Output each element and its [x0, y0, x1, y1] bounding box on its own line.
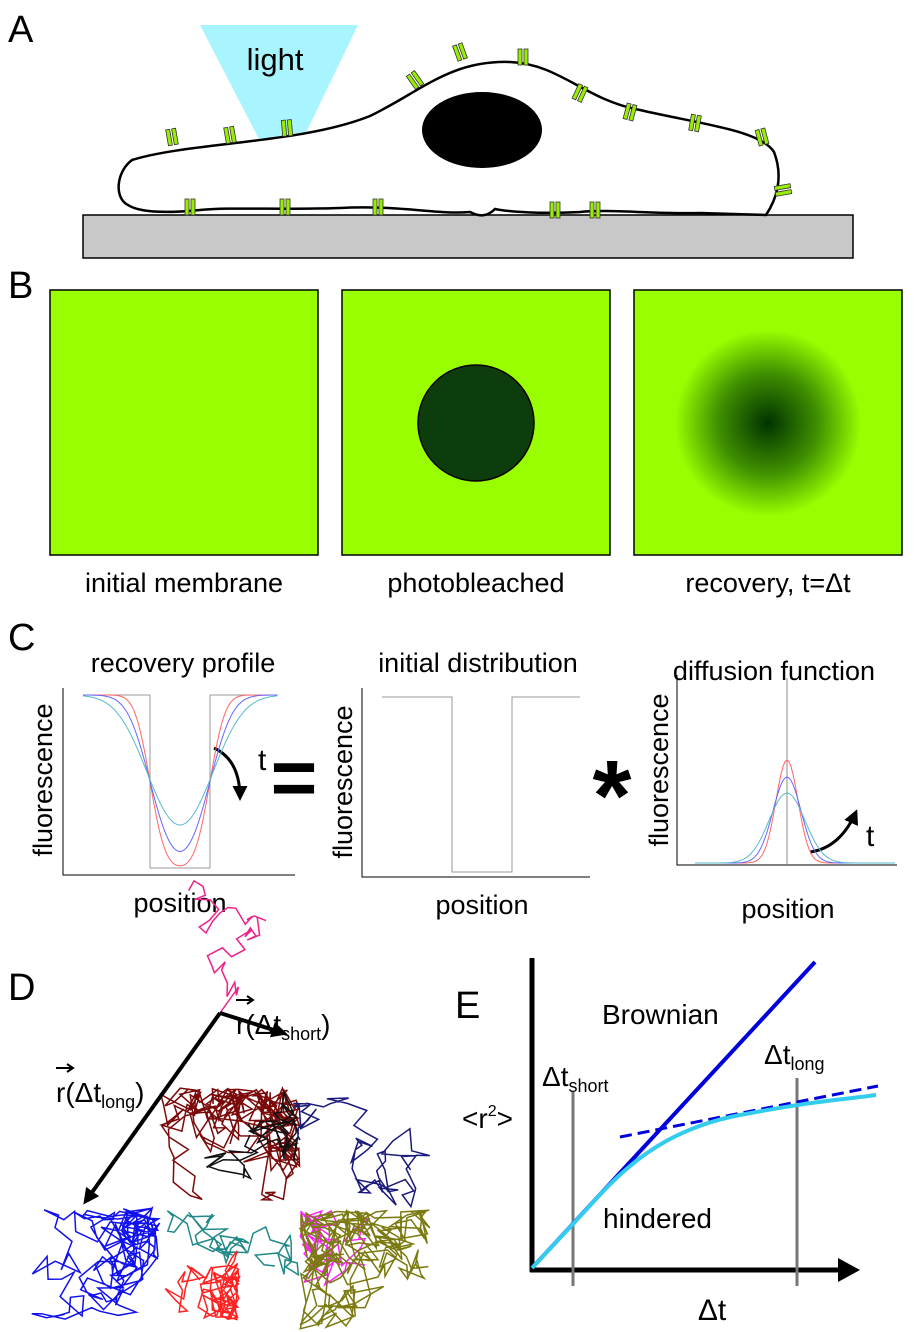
receptor-part	[379, 199, 383, 215]
panel-label: A	[8, 9, 34, 51]
initial-profile	[382, 697, 580, 872]
label-sup: 2	[488, 1103, 497, 1120]
short-time-label: Δtshort	[542, 1061, 609, 1096]
receptor	[453, 43, 468, 61]
trajectory	[293, 1098, 430, 1207]
x-axis-label: position	[435, 890, 528, 920]
y-axis-label: fluorescence	[28, 703, 58, 856]
receptor-part	[224, 127, 231, 143]
nucleus	[422, 92, 542, 168]
receptor-part	[518, 49, 522, 65]
profile-curves	[83, 695, 895, 872]
plot-title: recovery profile	[91, 648, 276, 678]
x-axis-label: Δt	[698, 1294, 727, 1327]
receptor-part	[172, 128, 179, 144]
receptor	[166, 128, 179, 145]
trajectory	[167, 1211, 298, 1275]
receptor-part	[280, 199, 284, 215]
equals-sign: =	[271, 733, 318, 822]
vector-label: r(Δtshort)	[236, 1009, 331, 1044]
recovery-curve	[83, 695, 277, 866]
receptor-part	[596, 202, 600, 218]
receptor-part	[281, 120, 286, 136]
page: body { margin: 0; background: #fff; font…	[0, 0, 916, 1332]
vector-base: r(Δt	[56, 1077, 101, 1108]
caption: recovery, t=Δt	[685, 568, 851, 598]
long-time-label: Δtlong	[764, 1039, 825, 1074]
vector-sub: long	[101, 1092, 135, 1112]
vector-label: r(Δtlong)	[56, 1077, 145, 1112]
receptor-part	[286, 199, 290, 215]
panel-label: E	[455, 985, 480, 1027]
recovery-curve	[83, 695, 277, 851]
trajectory	[161, 1088, 300, 1200]
receptor-part	[550, 202, 554, 218]
label-sub: long	[790, 1054, 824, 1074]
panel-label: D	[8, 967, 35, 1009]
recovery-curve	[83, 696, 277, 825]
diffusion-kernel	[695, 777, 895, 863]
trajectory	[165, 1251, 240, 1320]
label-base: Δt	[542, 1061, 569, 1092]
label-base: Δt	[764, 1039, 791, 1070]
axes	[362, 688, 590, 877]
convolution-sign: *	[593, 740, 632, 852]
x-axis-arrow	[838, 1258, 860, 1282]
axes	[63, 688, 295, 875]
plot-title: diffusion function	[673, 656, 875, 686]
receptor-part	[230, 126, 237, 142]
light-label: light	[247, 42, 304, 77]
receptor-part	[590, 202, 594, 218]
receptor-part	[524, 49, 528, 65]
trajectory	[300, 1210, 430, 1329]
receptor-part	[373, 199, 377, 215]
vector-sub: short	[281, 1024, 321, 1044]
vector-arrow	[56, 1064, 73, 1072]
plot-title: initial distribution	[378, 648, 578, 678]
vector-close: )	[321, 1009, 330, 1040]
brownian-label: Brownian	[602, 999, 719, 1030]
hindered-label: hindered	[603, 1203, 712, 1234]
diffusion-kernel	[695, 793, 895, 863]
y-axis-label: fluorescence	[328, 705, 358, 858]
receptor-part	[185, 199, 189, 215]
vector-arrow	[236, 996, 253, 1004]
receptor-part	[556, 202, 560, 218]
vector-close: )	[135, 1077, 144, 1108]
diffusion-kernel	[695, 760, 895, 863]
panel-label: C	[8, 617, 35, 659]
label-base: <r	[462, 1103, 488, 1134]
x-axis-label: position	[741, 894, 834, 924]
y-axis-label: fluorescence	[644, 693, 674, 846]
caption: initial membrane	[85, 568, 283, 598]
time-label: t	[258, 744, 267, 777]
caption: photobleached	[387, 568, 564, 598]
time-label: t	[866, 820, 875, 853]
y-axis-label: <r2>	[462, 1103, 513, 1134]
initial-profile	[83, 695, 278, 868]
recovery-spot	[658, 313, 878, 533]
receptor-part	[191, 199, 195, 215]
receptor	[224, 126, 237, 143]
label-close: >	[497, 1103, 513, 1134]
trajectory	[32, 1208, 160, 1319]
figure: A light B initial membrane photobleached…	[0, 0, 916, 1332]
label-sub: short	[568, 1076, 608, 1096]
time-arrow	[214, 748, 240, 798]
receptor-part	[166, 129, 173, 145]
receptor-part	[287, 120, 292, 136]
bleached-spot	[418, 365, 534, 481]
panel-label: B	[8, 265, 33, 307]
substrate	[83, 215, 853, 258]
body: {"panel_a": {"label": "A", "light": "lig…	[0, 0, 916, 1332]
hindered-curve	[532, 1095, 876, 1268]
membrane-square	[50, 290, 318, 555]
vector-base: r(Δt	[236, 1009, 281, 1040]
